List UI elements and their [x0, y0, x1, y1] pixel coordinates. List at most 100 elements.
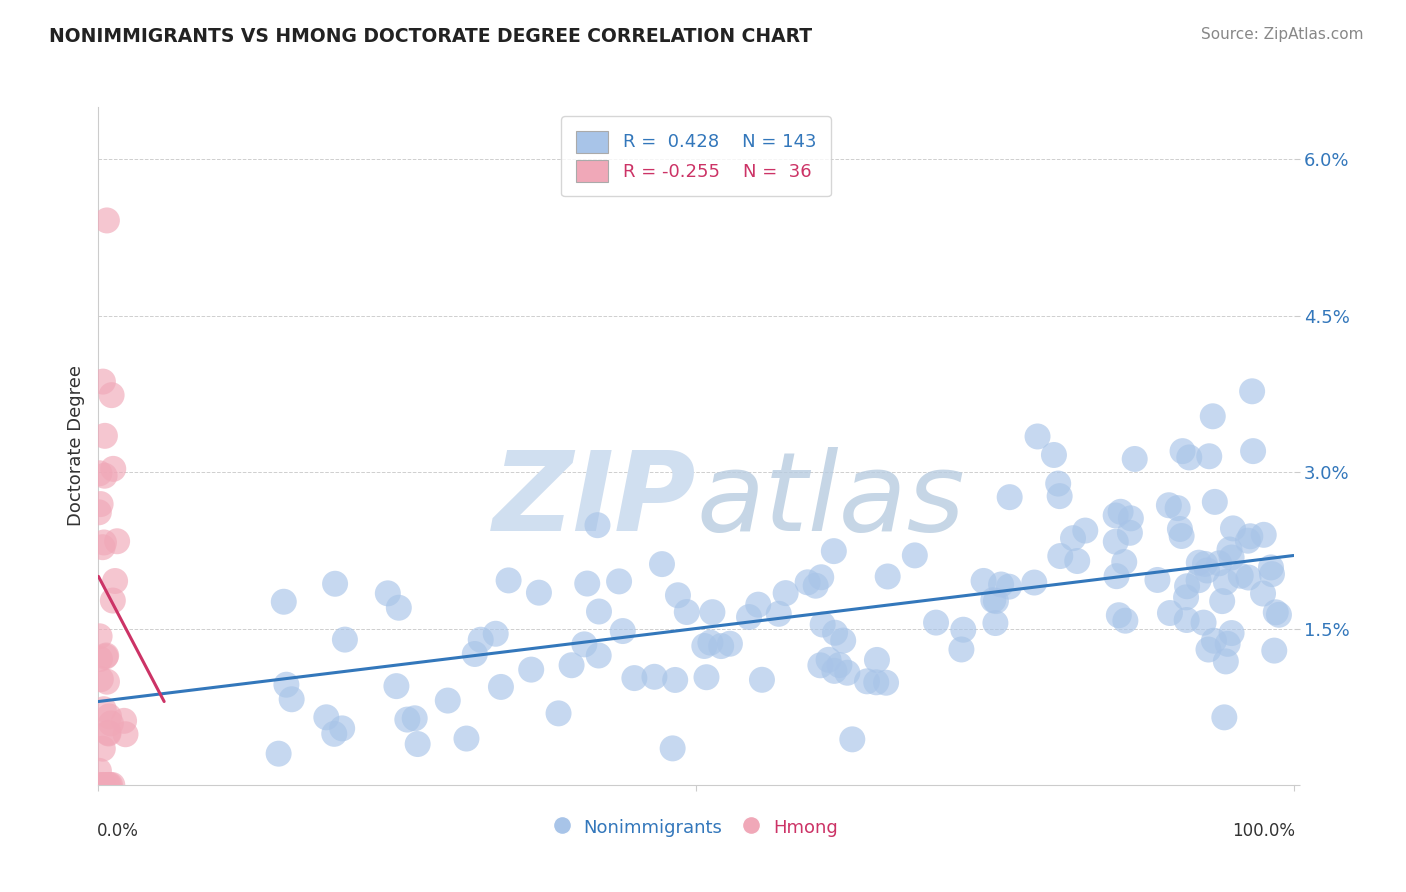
Point: [876, 569, 898, 583]
Point: [950, 642, 973, 657]
Point: [498, 574, 520, 588]
Point: [315, 710, 337, 724]
Point: [1049, 549, 1071, 563]
Point: [93, 535, 115, 549]
Point: [1268, 607, 1291, 622]
Point: [775, 586, 797, 600]
Point: [1241, 444, 1264, 458]
Point: [100, 388, 122, 402]
Point: [1260, 560, 1282, 574]
Point: [91, 778, 114, 792]
Point: [998, 580, 1021, 594]
Point: [1074, 524, 1097, 538]
Point: [93, 702, 115, 716]
Y-axis label: Doctorate Degree: Doctorate Degree: [66, 366, 84, 526]
Point: [1220, 626, 1243, 640]
Point: [436, 693, 458, 707]
Point: [93, 468, 115, 483]
Point: [1241, 384, 1264, 399]
Point: [718, 637, 741, 651]
Point: [89, 778, 111, 792]
Point: [1202, 633, 1225, 648]
Point: [817, 653, 839, 667]
Point: [981, 593, 1004, 607]
Point: [1198, 642, 1220, 657]
Point: [576, 576, 599, 591]
Point: [586, 518, 609, 533]
Point: [91, 778, 114, 792]
Point: [693, 639, 716, 653]
Point: [404, 711, 426, 725]
Point: [520, 663, 543, 677]
Point: [89, 652, 111, 666]
Point: [1251, 586, 1274, 600]
Point: [396, 713, 419, 727]
Point: [1218, 542, 1240, 557]
Point: [710, 639, 733, 653]
Point: [1159, 606, 1181, 620]
Point: [856, 674, 879, 689]
Point: [101, 778, 124, 792]
Point: [1215, 655, 1237, 669]
Text: atlas: atlas: [696, 447, 965, 554]
Point: [561, 658, 583, 673]
Point: [1062, 531, 1084, 545]
Point: [489, 680, 512, 694]
Point: [90, 497, 112, 511]
Point: [925, 615, 948, 630]
Point: [267, 747, 290, 761]
Point: [1049, 489, 1071, 503]
Point: [323, 727, 346, 741]
Point: [1119, 525, 1142, 540]
Point: [828, 658, 851, 673]
Legend: Nonimmigrants, Hmong: Nonimmigrants, Hmong: [547, 811, 845, 844]
Point: [1175, 579, 1198, 593]
Point: [385, 679, 408, 693]
Text: ZIP: ZIP: [492, 447, 696, 554]
Point: [547, 706, 569, 721]
Point: [675, 605, 697, 619]
Point: [643, 670, 665, 684]
Point: [94, 649, 117, 664]
Point: [1239, 529, 1261, 543]
Point: [832, 633, 855, 648]
Point: [90, 672, 112, 686]
Point: [96, 648, 118, 663]
Point: [1213, 710, 1236, 724]
Point: [1109, 505, 1132, 519]
Point: [96, 213, 118, 227]
Point: [1229, 568, 1251, 582]
Point: [990, 577, 1012, 591]
Point: [91, 540, 114, 554]
Point: [875, 675, 897, 690]
Point: [623, 671, 645, 685]
Point: [738, 610, 761, 624]
Text: 0.0%: 0.0%: [97, 822, 139, 840]
Point: [96, 674, 118, 689]
Point: [104, 574, 127, 588]
Point: [273, 595, 295, 609]
Point: [973, 574, 995, 588]
Point: [406, 737, 429, 751]
Point: [1105, 534, 1128, 549]
Point: [841, 732, 863, 747]
Point: [91, 741, 114, 756]
Point: [1026, 429, 1049, 443]
Point: [1114, 614, 1136, 628]
Point: [485, 626, 508, 640]
Point: [1157, 498, 1180, 512]
Point: [1216, 637, 1239, 651]
Point: [612, 624, 634, 638]
Point: [1178, 450, 1201, 465]
Point: [1043, 448, 1066, 462]
Point: [824, 625, 846, 640]
Point: [837, 665, 859, 680]
Point: [952, 623, 974, 637]
Point: [588, 605, 610, 619]
Point: [377, 586, 399, 600]
Point: [388, 600, 411, 615]
Point: [280, 692, 302, 706]
Point: [664, 673, 686, 687]
Point: [702, 605, 724, 619]
Point: [98, 778, 121, 792]
